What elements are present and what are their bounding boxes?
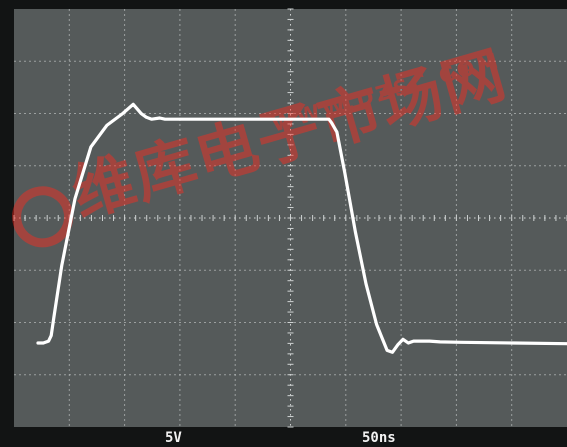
screen-frame-bottom — [0, 427, 567, 447]
volts-per-division-readout: 5V — [165, 430, 182, 446]
graticule — [13, 8, 567, 428]
watermark-logo-icon — [12, 186, 74, 248]
time-per-division-readout: 50ns — [362, 430, 396, 446]
screen-frame-left — [0, 0, 14, 447]
screen-frame-top — [0, 0, 567, 9]
waveform-trace — [36, 102, 567, 354]
